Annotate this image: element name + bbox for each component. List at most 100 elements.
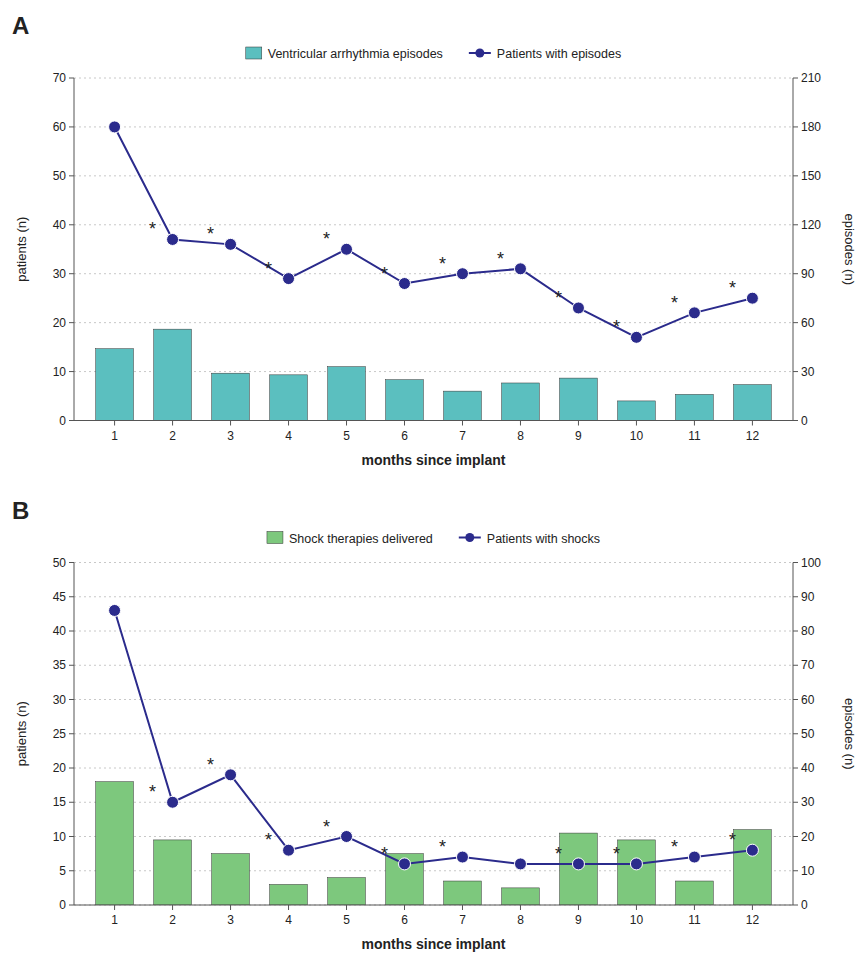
bar (444, 881, 482, 905)
y2-tick-label: 80 (801, 624, 815, 638)
marker (688, 851, 700, 863)
marker (746, 844, 758, 856)
y2-tick-label: 40 (801, 761, 815, 775)
annotation: * (323, 817, 330, 837)
x-tick (694, 421, 695, 426)
panel: 1234567891011120510152025303540455001020… (12, 497, 857, 953)
x-tick (520, 421, 521, 426)
x-tick (520, 905, 521, 910)
x-tick-label: 1 (111, 913, 118, 927)
line-series (109, 604, 759, 869)
grid-line (74, 175, 793, 176)
bar (444, 391, 482, 420)
legend-marker (465, 533, 474, 542)
legend-label: Shock therapies delivered (289, 532, 433, 546)
axes: 1234567891011120510152025303540455001020… (53, 556, 822, 928)
y2-tick-label: 20 (801, 830, 815, 844)
y-tick (69, 126, 74, 127)
y-tick (69, 322, 74, 323)
x-tick-label: 11 (688, 429, 701, 443)
x-tick-label: 1 (111, 429, 118, 443)
y-tick (69, 596, 74, 597)
y-tick (69, 371, 74, 372)
bar (618, 401, 656, 421)
annotation: * (207, 755, 214, 775)
y2-tick-label: 150 (801, 169, 821, 183)
panel: 1234567891011120102030405060700306090120… (12, 12, 857, 468)
y2-tick-label: 100 (801, 556, 821, 570)
y2-tick-label: 70 (801, 658, 815, 672)
y2-tick-label: 10 (801, 864, 815, 878)
y2-tick-label: 210 (801, 71, 821, 85)
bar (734, 385, 772, 421)
y-tick-label: 15 (53, 795, 67, 809)
marker (109, 604, 121, 616)
grid-line (74, 665, 793, 666)
bar (560, 833, 598, 905)
x-tick-label: 2 (169, 429, 176, 443)
line (115, 610, 753, 863)
x-tick-label: 8 (517, 913, 524, 927)
y2-tick (793, 905, 798, 906)
annotation: * (555, 288, 562, 308)
annotation: * (265, 830, 272, 850)
y-tick (69, 733, 74, 734)
y-tick-label: 25 (53, 727, 67, 741)
grid-line (74, 322, 793, 323)
y-tick-label: 30 (53, 267, 67, 281)
x-tick-label: 8 (517, 429, 524, 443)
grid-line (74, 768, 793, 769)
grid-line (74, 126, 793, 127)
x-tick-label: 3 (227, 913, 234, 927)
y2-tick-label: 60 (801, 316, 815, 330)
y-tick (69, 273, 74, 274)
y-tick-label: 30 (53, 693, 67, 707)
marker (109, 121, 121, 133)
annotation: * (149, 219, 156, 239)
annotation: * (671, 293, 678, 313)
grid-line (74, 420, 793, 421)
grid-line (74, 562, 793, 563)
bar-series (96, 782, 772, 905)
y-tick-label: 50 (53, 169, 67, 183)
annotation: * (323, 229, 330, 249)
bar (676, 881, 714, 905)
y-tick (69, 802, 74, 803)
x-axis-line (74, 905, 793, 906)
x-axis-line (74, 420, 793, 421)
y-tick-label: 40 (53, 624, 67, 638)
x-tick-label: 12 (746, 913, 760, 927)
x-tick-label: 9 (575, 429, 582, 443)
x-tick (404, 421, 405, 426)
x-tick (404, 905, 405, 910)
y2-axis-line (793, 78, 794, 421)
y-tick-label: 10 (53, 830, 67, 844)
x-tick-label: 7 (459, 913, 466, 927)
y-tick-label: 10 (53, 365, 67, 379)
line-series (109, 121, 759, 343)
x-tick-label: 6 (401, 913, 408, 927)
y-tick (69, 768, 74, 769)
grid-line (74, 802, 793, 803)
y-axis-line (74, 78, 75, 421)
x-tick (346, 421, 347, 426)
x-tick-label: 5 (343, 429, 350, 443)
x-tick (694, 905, 695, 910)
bar (502, 383, 540, 421)
x-tick-label: 10 (630, 429, 644, 443)
y2-tick-label: 120 (801, 218, 821, 232)
y2-tick (793, 836, 798, 837)
grid-line (74, 836, 793, 837)
y2-tick-label: 30 (801, 795, 815, 809)
grid-line (74, 905, 793, 906)
y2-tick (793, 78, 798, 79)
legend-label: Ventricular arrhythmia episodes (268, 47, 443, 61)
annotation: * (381, 264, 388, 284)
plot-area (96, 121, 772, 421)
x-tick (230, 421, 231, 426)
bar (328, 367, 366, 421)
grid-line (74, 273, 793, 274)
x-tick (172, 905, 173, 910)
x-tick-label: 9 (575, 913, 582, 927)
annotation: * (671, 837, 678, 857)
